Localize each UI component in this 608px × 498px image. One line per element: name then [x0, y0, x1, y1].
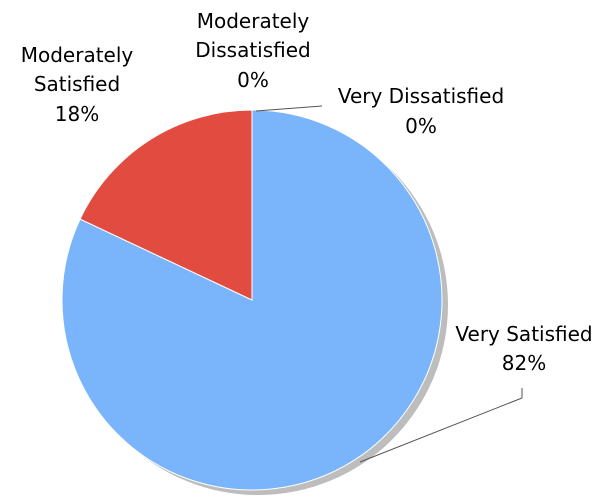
- slice-label-moderately-dissatisfied: Moderately Dissatisfied 0%: [195, 9, 310, 92]
- label-moderately-satisfied-pct: 18%: [55, 102, 99, 126]
- slice-label-very-satisfied: Very Satisfied 82%: [455, 322, 592, 375]
- leader-line-dissatisfied: [255, 105, 323, 112]
- label-moderately-satisfied-line2: Satisfied: [34, 72, 120, 96]
- leader-line-very-satisfied: [359, 397, 523, 463]
- label-moderately-satisfied-line1: Moderately: [21, 43, 134, 67]
- slice-label-very-dissatisfied: Very Dissatisfied 0%: [338, 84, 504, 138]
- label-moderately-dissatisfied-line1: Moderately: [197, 9, 310, 33]
- label-very-dissatisfied-line1: Very Dissatisfied: [338, 84, 504, 108]
- label-moderately-dissatisfied-line2: Dissatisfied: [195, 38, 310, 62]
- label-very-satisfied-pct: 82%: [502, 351, 546, 375]
- slice-label-moderately-satisfied: Moderately Satisfied 18%: [21, 43, 134, 126]
- label-very-satisfied-line1: Very Satisfied: [455, 322, 592, 346]
- label-very-dissatisfied-pct: 0%: [405, 114, 437, 138]
- label-moderately-dissatisfied-pct: 0%: [237, 68, 269, 92]
- pie-slices: [61, 109, 443, 491]
- pie-slice-moderately-satisfied: [79, 109, 253, 301]
